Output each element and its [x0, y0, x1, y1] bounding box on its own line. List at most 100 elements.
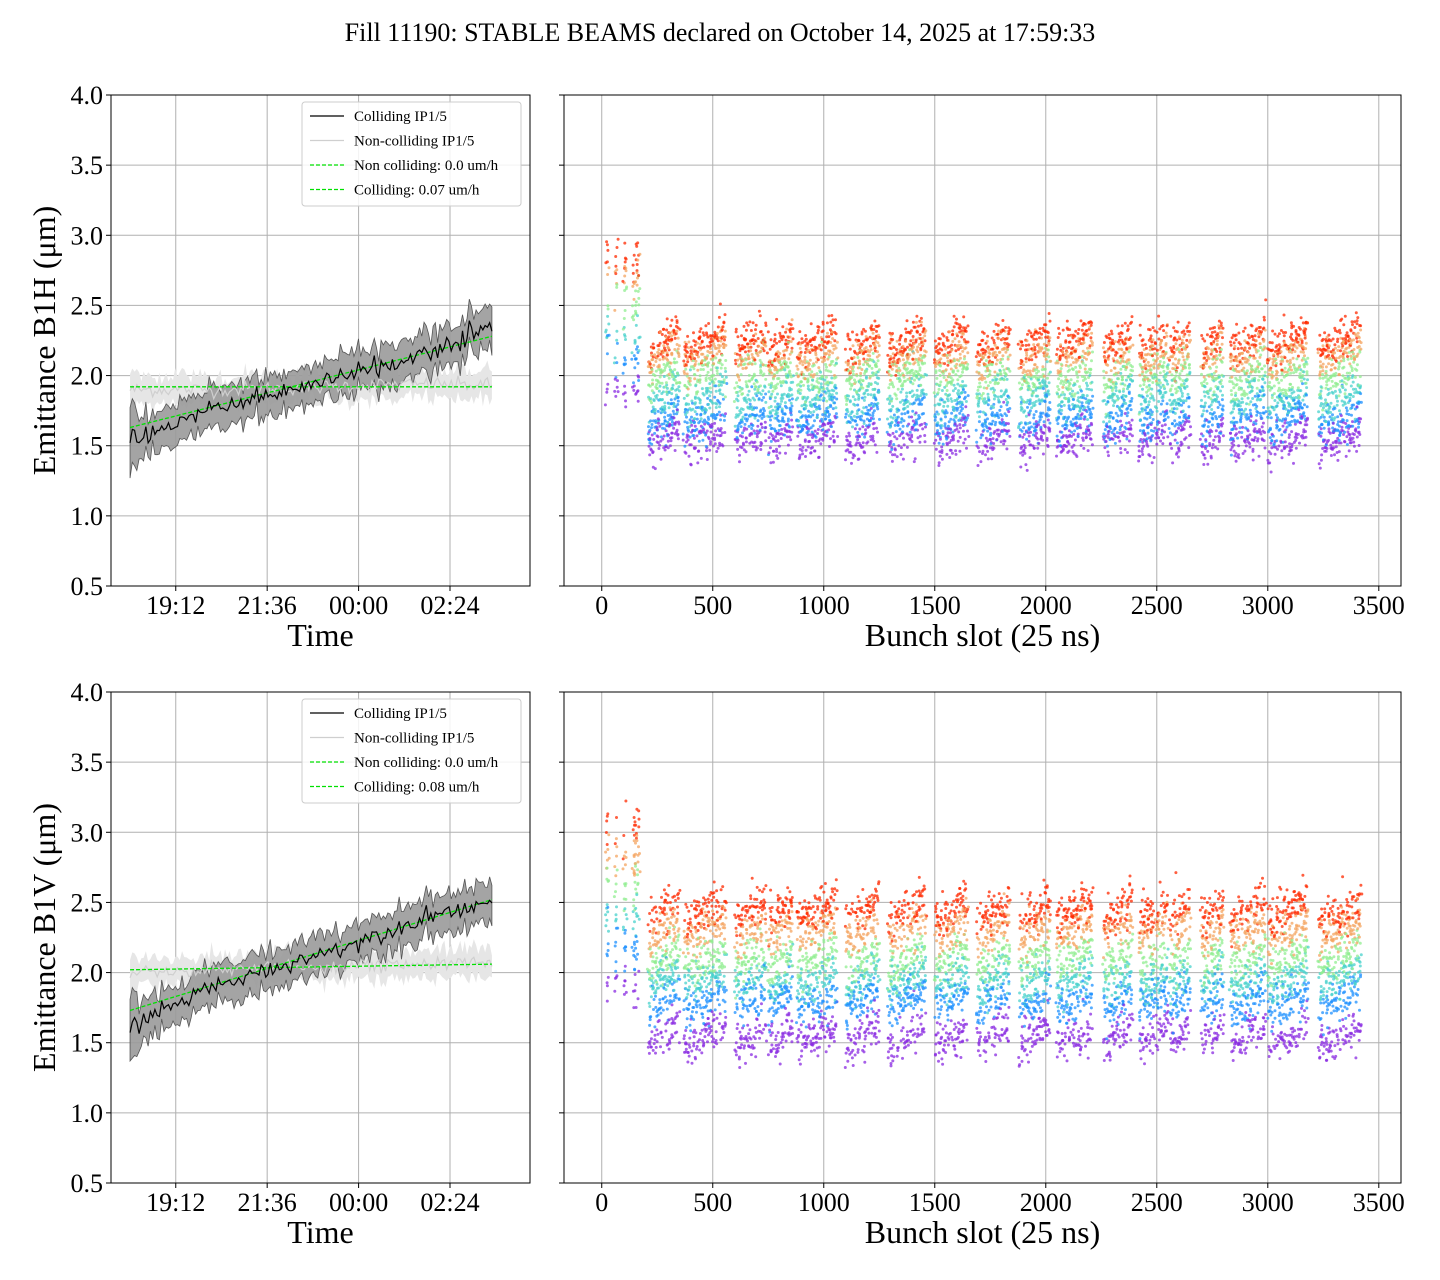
bunch-point: [720, 375, 724, 379]
bunch-point: [663, 411, 667, 415]
bunch-point: [898, 379, 902, 383]
bunch-point: [1000, 418, 1004, 422]
bunch-point: [898, 359, 902, 363]
bunch-point: [990, 422, 994, 426]
bunch-point: [859, 371, 863, 375]
bunch-point: [634, 280, 638, 284]
bunch-point: [944, 347, 948, 351]
bunch-point: [1111, 348, 1115, 352]
bunch-point: [797, 419, 800, 423]
bunch-point: [922, 395, 926, 399]
bunch-point: [1030, 394, 1034, 398]
bunch-point: [693, 377, 697, 381]
bunch-point: [1126, 451, 1129, 454]
bunch-point: [934, 438, 938, 442]
bunch-point: [894, 393, 898, 397]
bunch-point: [767, 390, 771, 394]
bunch-point: [776, 456, 780, 460]
bunch-point: [1062, 383, 1066, 387]
bunch-point: [1040, 332, 1044, 336]
bunch-point: [654, 360, 658, 363]
bunch-point: [1145, 417, 1149, 421]
bunch-point: [906, 411, 910, 415]
bunch-point: [1002, 392, 1006, 396]
bunch-point: [700, 346, 704, 350]
bunch-point: [1158, 362, 1161, 366]
bunch-point: [869, 382, 873, 386]
bunch-point: [790, 404, 794, 408]
bunch-point: [1047, 339, 1051, 343]
bunch-point: [986, 384, 990, 388]
bunch-point: [860, 432, 864, 436]
bunch-point: [1049, 359, 1053, 363]
bunch-point: [669, 398, 673, 402]
bunch-point: [993, 423, 997, 427]
bunch-point: [790, 430, 794, 434]
bunch-point: [1141, 356, 1145, 360]
bunch-point: [913, 378, 916, 382]
bunch-point: [703, 418, 707, 422]
bunch-point: [940, 424, 944, 428]
bunch-point: [1157, 427, 1161, 431]
bunch-point: [857, 393, 861, 397]
bunch-point: [1157, 314, 1161, 318]
bunch-point: [902, 419, 906, 423]
bunch-point: [821, 375, 825, 379]
bunch-point: [898, 338, 902, 342]
bunch-point: [713, 344, 717, 348]
bunch-point: [751, 321, 755, 325]
bunch-point: [877, 324, 881, 328]
bunch-point: [944, 415, 947, 419]
bunch-point: [1073, 383, 1077, 386]
bunch-point: [652, 437, 656, 441]
bunch-point: [988, 352, 992, 356]
bunch-point: [658, 358, 662, 362]
bunch-point: [816, 358, 820, 362]
bunch-point: [616, 379, 619, 383]
bunch-point: [1020, 429, 1024, 433]
bunch-point: [762, 409, 766, 413]
bunch-point: [1160, 338, 1164, 342]
bunch-point: [630, 351, 634, 355]
bunch-point: [1047, 381, 1051, 385]
bunch-point: [701, 331, 705, 335]
bunch-point: [992, 329, 996, 333]
bunch-point: [993, 370, 997, 374]
bunch-point: [819, 442, 823, 446]
bunch-point: [1128, 336, 1132, 340]
bunch-point: [659, 435, 663, 439]
bunch-point: [693, 417, 697, 421]
bunch-point: [988, 427, 992, 431]
bunch-point: [672, 412, 676, 416]
bunch-point: [754, 332, 758, 336]
bunch-point: [711, 354, 715, 358]
bunch-point: [977, 377, 981, 381]
bunch-point: [677, 355, 681, 358]
bunch-point: [991, 347, 995, 351]
bunch-point: [950, 348, 954, 352]
bunch-point: [636, 345, 639, 349]
bunch-point: [714, 406, 718, 409]
bunch-point: [736, 424, 740, 428]
bunch-point: [864, 375, 868, 379]
axes-frame: [110, 94, 531, 587]
bunch-point: [869, 344, 872, 348]
bunch-point: [1120, 378, 1124, 382]
bunch-point: [807, 440, 811, 444]
bunch-point: [699, 417, 703, 421]
bunch-point: [1103, 356, 1107, 360]
bunch-point: [864, 369, 868, 373]
bunch-point: [1019, 465, 1023, 469]
bunch-point: [875, 365, 879, 368]
bunch-point: [862, 419, 866, 423]
bunch-point: [688, 379, 692, 383]
bunch-point: [1048, 336, 1052, 340]
bunch-point: [693, 447, 697, 451]
bunch-point: [668, 418, 672, 421]
bunch-point: [1055, 434, 1059, 438]
bunch-point: [1088, 371, 1092, 375]
bunch-point: [723, 366, 727, 370]
bunch-point: [845, 435, 849, 438]
bunch-point: [1075, 339, 1078, 343]
bunch-point: [1131, 343, 1135, 347]
